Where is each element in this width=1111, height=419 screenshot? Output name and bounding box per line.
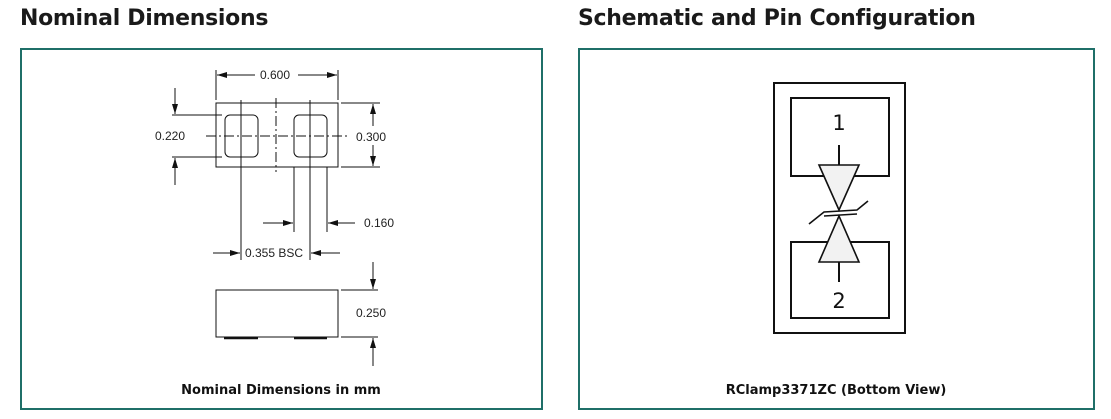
dim-height: 0.300 bbox=[356, 130, 386, 144]
left-caption: Nominal Dimensions in mm bbox=[181, 383, 381, 398]
dim-width: 0.600 bbox=[260, 68, 290, 82]
left-title: Nominal Dimensions bbox=[20, 6, 269, 31]
side-view-drawing bbox=[215, 262, 378, 366]
dim-pad-height: 0.220 bbox=[155, 129, 185, 143]
pin-1-label: 1 bbox=[832, 111, 845, 135]
right-title: Schematic and Pin Configuration bbox=[578, 6, 976, 31]
dim-thickness: 0.250 bbox=[356, 306, 386, 320]
top-view-drawing bbox=[172, 70, 380, 260]
dim-pad-width: 0.160 bbox=[364, 216, 394, 230]
dim-pitch: 0.355 BSC bbox=[245, 246, 303, 260]
package-outline bbox=[773, 82, 906, 334]
zener-bar bbox=[808, 200, 869, 225]
schematic-panel bbox=[578, 48, 1095, 410]
diode-upper bbox=[817, 164, 861, 212]
package-outline bbox=[215, 102, 339, 168]
right-caption: RClamp3371ZC (Bottom View) bbox=[726, 383, 947, 398]
schematic-drawing bbox=[773, 82, 906, 334]
pin-2-label: 2 bbox=[832, 289, 845, 313]
nominal-dimensions-panel bbox=[20, 48, 543, 410]
diode-lower bbox=[817, 213, 861, 263]
